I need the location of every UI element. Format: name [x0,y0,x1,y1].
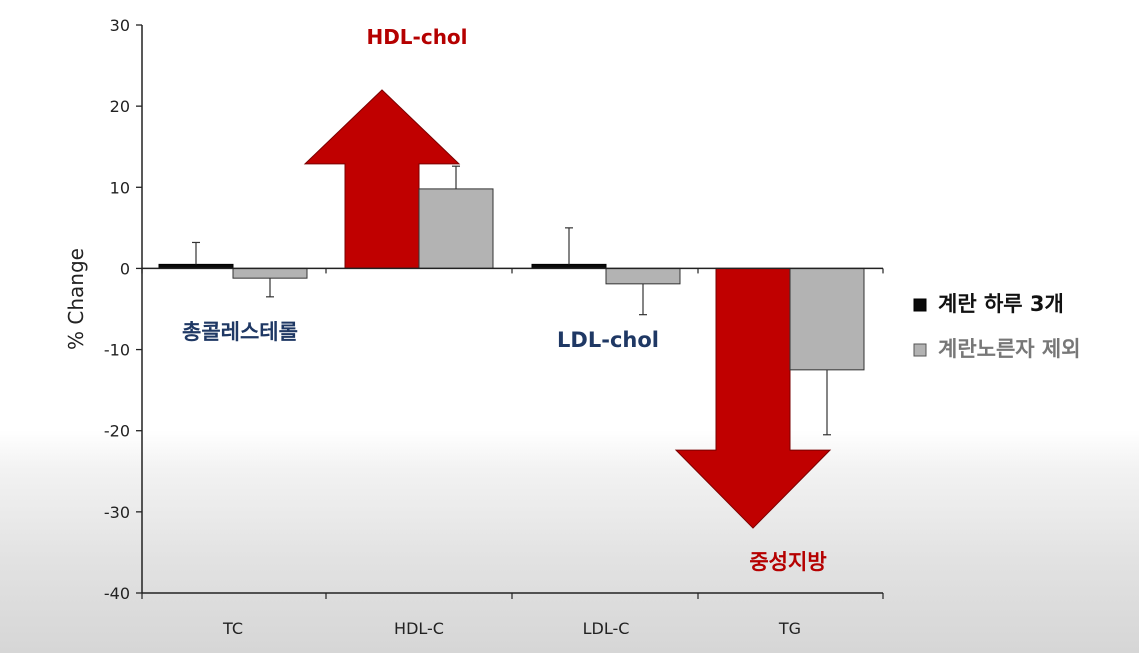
bar-2-TG [789,267,865,371]
x-tick-label: LDL-C [583,619,630,638]
annotation-TC: 총콜레스테롤 [182,320,298,344]
legend-swatch [913,298,927,312]
y-tick-label: 10 [110,178,130,197]
arrow-layer [303,89,832,529]
legend-label: 계란노른자 제외 [938,337,1081,361]
y-tick-label: 30 [110,16,130,35]
x-tick-label: HDL-C [394,619,444,638]
annotation-LDL-C: LDL-chol [557,328,659,352]
x-tick-label: TC [222,619,243,638]
x-tick-label: TG [778,619,801,638]
y-axis-label: % Change [64,248,88,350]
annotation-TG: 중성지방 [749,550,826,574]
y-tick-label: 20 [110,97,130,116]
bar-2-TC [232,267,308,279]
y-tick-label: -10 [104,341,130,360]
annotation-layer: HDL-chol 총콜레스테롤 LDL-chol 중성지방 [182,25,827,574]
y-tick-label: -20 [104,422,130,441]
y-tick-label: 0 [120,259,130,278]
annotation-HDL-C: HDL-chol [366,25,467,49]
y-tick-label: -30 [104,503,130,522]
bar-2-HDL-C [418,188,494,269]
legend-label: 계란 하루 3개 [938,292,1064,316]
legend-swatch [913,343,927,357]
axes: 30 20 10 0 -10 -20 -30 -40 TC HDL-C LDL-C TG % Chang… [64,16,884,638]
bar-2-LDL-C [605,267,681,285]
y-tick-label: -40 [104,584,130,603]
